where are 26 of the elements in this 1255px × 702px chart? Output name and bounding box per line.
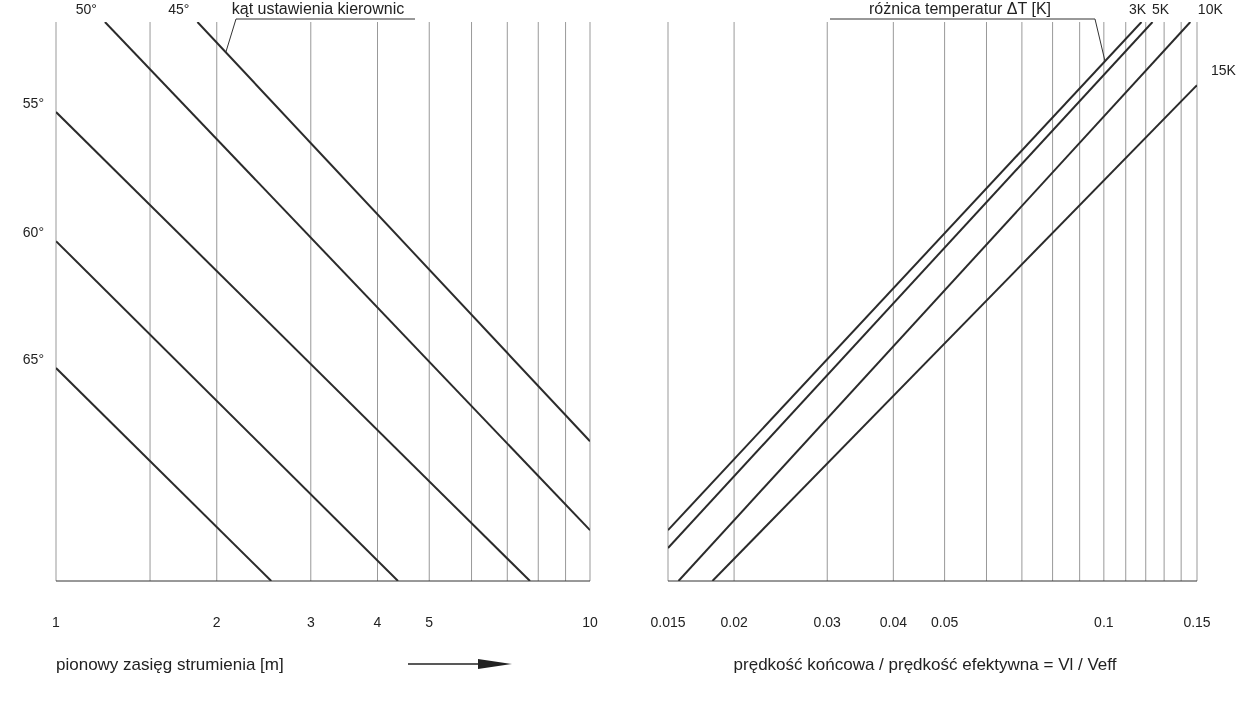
- series-label: 45°: [168, 1, 190, 17]
- series-label: 3K: [1128, 1, 1147, 17]
- series-label: 55°: [22, 95, 44, 111]
- x-tick-label: 5: [425, 614, 434, 630]
- x-tick-label: 0.15: [1183, 614, 1211, 630]
- x-tick-label: 0.015: [650, 614, 686, 630]
- series-label: 65°: [22, 351, 44, 368]
- x-tick-label: 0.02: [720, 614, 748, 630]
- x-tick-label: 10: [582, 614, 598, 630]
- x-tick-label: 3: [306, 614, 315, 630]
- x-tick-label: 1: [52, 614, 61, 630]
- annotation: kąt ustawienia kierownic: [231, 0, 405, 17]
- series-label: 60°: [22, 224, 44, 241]
- x-axis-title: pionowy zasięg strumienia [m]: [56, 655, 284, 674]
- series-label: 15K: [1211, 62, 1237, 79]
- series-label: 5K: [1151, 1, 1170, 17]
- x-tick-label: 0.05: [930, 614, 959, 630]
- x-tick-label: 4: [373, 614, 382, 630]
- annotation: różnica temperatur ΔT [K]: [868, 0, 1052, 17]
- x-axis-title: prędkość końcowa / prędkość efektywna = Vl / Veff: [733, 655, 1117, 674]
- x-tick-label: 0.03: [813, 614, 842, 630]
- x-tick-label: 2: [212, 614, 221, 630]
- x-tick-label: 0.04: [879, 614, 908, 630]
- series-label: 50°: [75, 1, 97, 17]
- x-tick-label: 0.1: [1094, 614, 1114, 630]
- series-label: 10K: [1197, 1, 1224, 17]
